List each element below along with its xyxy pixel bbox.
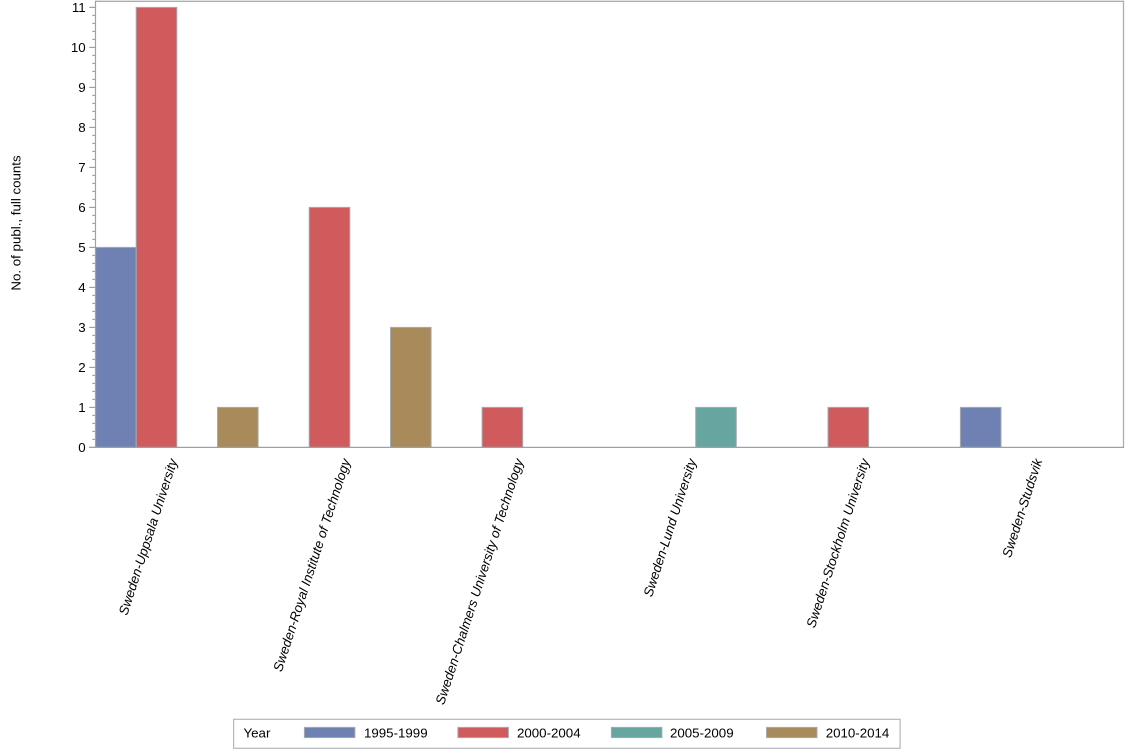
svg-text:10: 10 (71, 40, 86, 55)
svg-text:Sweden-Royal Institute of Tech: Sweden-Royal Institute of Technology (270, 456, 354, 674)
svg-text:No. of publ., full counts: No. of publ., full counts (9, 155, 24, 291)
svg-text:5: 5 (78, 240, 85, 255)
svg-text:2000-2004: 2000-2004 (517, 726, 581, 741)
svg-text:Year: Year (244, 726, 271, 741)
svg-text:2005-2009: 2005-2009 (670, 726, 734, 741)
svg-text:2: 2 (78, 360, 85, 375)
svg-text:Sweden-Lund University: Sweden-Lund University (640, 456, 699, 599)
svg-text:7: 7 (78, 160, 85, 175)
svg-text:0: 0 (78, 440, 85, 455)
svg-text:8: 8 (78, 120, 85, 135)
svg-text:1: 1 (78, 400, 85, 415)
svg-text:Sweden-Studsvik: Sweden-Studsvik (999, 456, 1045, 560)
svg-text:1995-1999: 1995-1999 (364, 726, 428, 741)
svg-text:Sweden-Uppsala University: Sweden-Uppsala University (116, 456, 181, 617)
svg-text:4: 4 (78, 280, 85, 295)
svg-text:Sweden-Chalmers University of: Sweden-Chalmers University of Technology (433, 456, 527, 707)
svg-text:2010-2014: 2010-2014 (826, 726, 890, 741)
svg-text:9: 9 (78, 80, 85, 95)
svg-text:6: 6 (78, 200, 85, 215)
svg-text:3: 3 (78, 320, 85, 335)
svg-text:Sweden-Stockholm University: Sweden-Stockholm University (803, 456, 872, 630)
svg-text:11: 11 (72, 0, 86, 15)
